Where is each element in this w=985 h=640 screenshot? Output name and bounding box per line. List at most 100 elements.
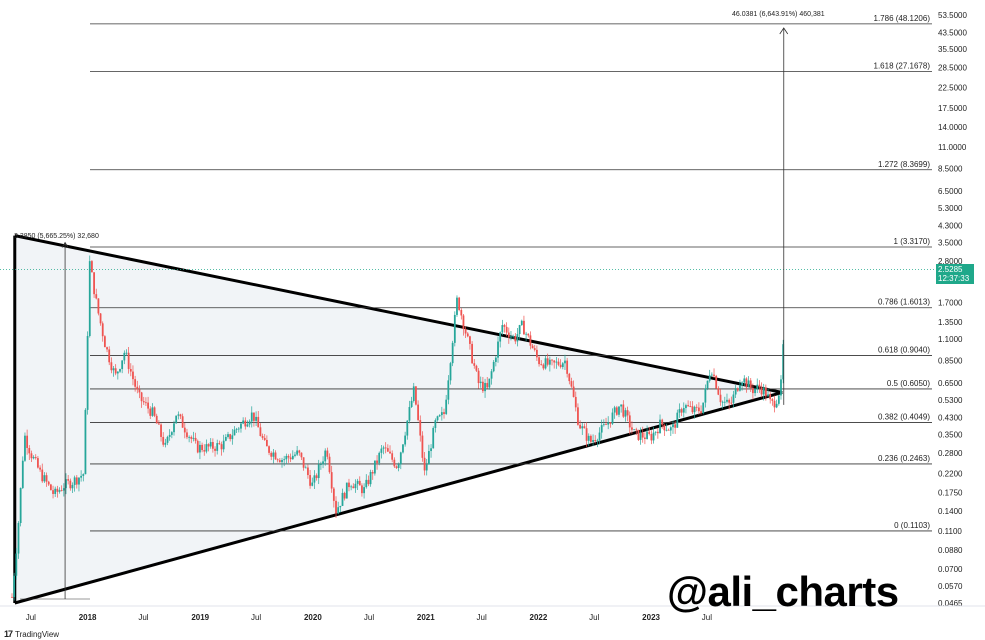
candle: [637, 429, 640, 442]
top-measure-label: 46.0381 (6,643.91%) 460,381: [732, 11, 825, 18]
x-axis[interactable]: Jul 2018 Jul 2019 Jul 2020 Jul 2021 Jul 2022 Jul 20…: [0, 605, 985, 622]
candle: [644, 432, 646, 445]
candle: [736, 387, 739, 392]
candle: [715, 374, 718, 390]
candle-body: [257, 416, 260, 428]
candle: [689, 401, 692, 408]
candle: [531, 343, 534, 349]
candle-body: [741, 382, 744, 386]
candle: [231, 429, 234, 445]
candle-body: [62, 488, 65, 491]
x-tick-label: 2023: [642, 613, 660, 622]
candle-body: [231, 435, 234, 440]
candle: [166, 435, 169, 446]
candle: [119, 368, 121, 373]
candle-body: [235, 428, 238, 430]
upper-trendline: [14, 234, 783, 394]
candle-body: [665, 429, 668, 431]
candle-body: [283, 459, 286, 461]
candle-body: [19, 487, 22, 524]
candle: [596, 438, 599, 448]
candle-body: [533, 348, 536, 350]
candle: [682, 402, 685, 418]
candle-body: [734, 388, 737, 395]
candle-body: [674, 424, 677, 428]
y-tick-label: 0.1750: [938, 488, 963, 497]
tradingview-logo[interactable]: 17 TradingView: [4, 629, 59, 639]
candle-body: [626, 410, 629, 416]
candle-body: [30, 453, 33, 459]
candle-body: [440, 412, 443, 416]
candle: [713, 368, 715, 378]
x-tick-label: 2022: [530, 613, 548, 622]
fib-level-label: 0.5 (0.6050): [887, 379, 930, 388]
candle: [380, 444, 383, 459]
candle: [384, 442, 387, 454]
candle: [518, 324, 521, 340]
candle: [447, 375, 450, 405]
candle: [99, 313, 102, 326]
candle: [175, 415, 178, 424]
candle: [475, 364, 478, 372]
candle-body: [250, 412, 253, 422]
x-tick-label: Jul: [138, 613, 148, 622]
candle-body: [520, 320, 523, 326]
candle: [177, 411, 180, 420]
left-measure-label: 3.3850 (5,665.25%) 32,680: [14, 233, 99, 240]
candle: [497, 336, 499, 363]
candle-body: [780, 379, 782, 396]
candle-body: [566, 360, 569, 374]
candle-body: [270, 452, 273, 457]
candle: [501, 319, 504, 336]
candle-body: [592, 440, 594, 442]
candle: [471, 341, 473, 364]
candle: [350, 484, 353, 491]
candle-body: [609, 422, 612, 424]
candle: [151, 403, 154, 417]
candle: [548, 356, 551, 372]
candle-body: [557, 361, 560, 365]
y-tick-label: 28.5000: [938, 64, 967, 73]
candle: [609, 422, 612, 428]
candle-body: [775, 403, 778, 408]
candle: [412, 382, 415, 403]
candle: [782, 339, 785, 384]
candle: [583, 423, 586, 429]
candle-body: [103, 336, 106, 348]
candle: [775, 399, 778, 409]
candle-body: [86, 335, 89, 410]
candle: [723, 396, 726, 407]
candle: [685, 403, 687, 414]
candle-body: [546, 358, 549, 365]
x-tick-label: Jul: [364, 613, 374, 622]
candle: [672, 420, 674, 434]
candle: [123, 350, 126, 365]
candle: [147, 396, 149, 414]
candle: [602, 419, 605, 427]
candle: [516, 327, 519, 347]
candle-body: [708, 375, 711, 381]
candle-body: [767, 394, 769, 397]
candle: [432, 426, 435, 449]
candle-body: [65, 479, 67, 489]
candle-body: [138, 389, 141, 393]
candle: [121, 360, 124, 374]
y-tick-label: 53.5000: [938, 11, 967, 20]
candle-body: [445, 399, 448, 414]
candle-body: [281, 459, 283, 463]
candle-body: [181, 416, 184, 428]
candle-body: [337, 507, 340, 514]
candle-body: [391, 453, 394, 460]
candle-body: [285, 455, 288, 460]
candle-body: [497, 341, 499, 358]
candle: [255, 411, 257, 427]
fib-level-label: 0 (0.1103): [894, 521, 930, 530]
candle-body: [155, 415, 158, 424]
candle: [661, 418, 664, 429]
candle-body: [479, 381, 482, 384]
y-axis[interactable]: 53.5000 43.5000 35.5000 28.5000 22.5000 17.50…: [938, 11, 967, 608]
candle: [95, 288, 98, 300]
candle-body: [386, 448, 389, 452]
candle: [28, 445, 31, 460]
